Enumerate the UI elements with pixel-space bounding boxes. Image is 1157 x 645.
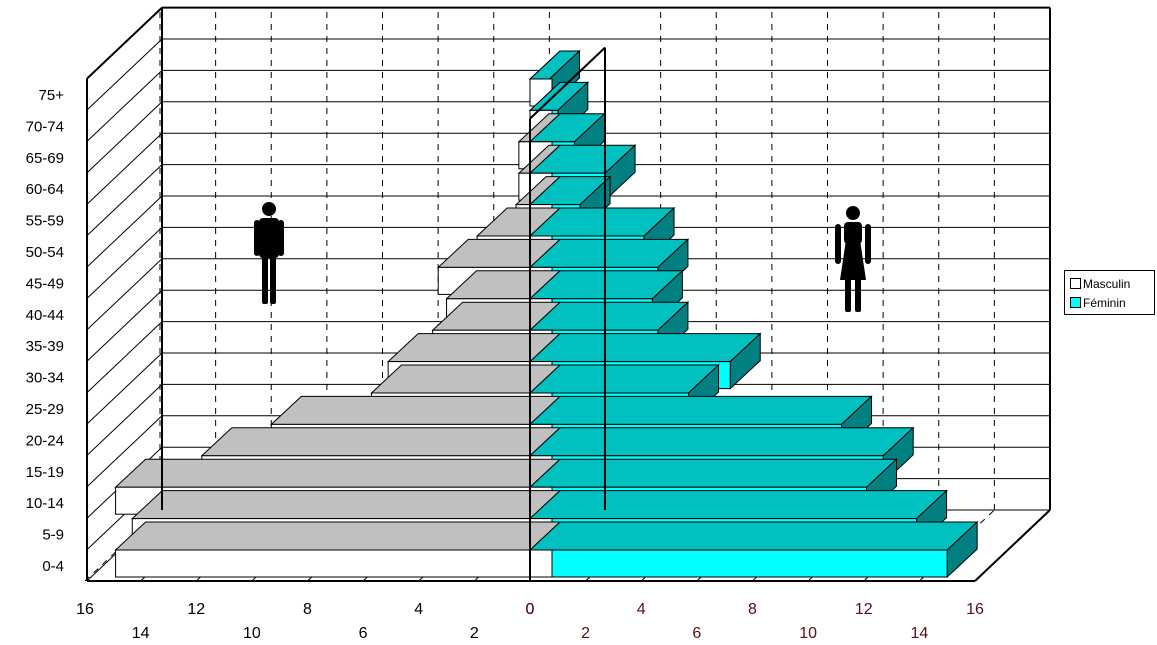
bar-male-top (114, 521, 562, 551)
category-label: 35-39 (26, 338, 64, 355)
gridline-side (86, 352, 163, 425)
gridline-side (86, 415, 163, 488)
bar-center-gap (529, 549, 553, 578)
x-tick-label: 0 (526, 601, 535, 618)
gridline-side (86, 227, 163, 299)
bar-female-top (528, 521, 979, 551)
bar-female-top (528, 427, 915, 457)
category-label: 70-74 (26, 118, 64, 135)
bar-male-top (131, 490, 562, 520)
frame-center-top (529, 46, 606, 120)
category-label: 10-14 (26, 495, 64, 512)
category-label: 15-19 (26, 464, 64, 481)
x-tick-label: 16 (966, 601, 984, 618)
bar-male-top (370, 364, 562, 394)
gridline-side (86, 101, 163, 174)
category-label: 55-59 (26, 213, 64, 230)
category-label: 25-29 (26, 401, 64, 418)
x-tick-label: 2 (581, 625, 590, 642)
gridline-side (86, 321, 163, 393)
category-label: 75+ (39, 87, 65, 104)
legend-swatch-male (1070, 278, 1081, 289)
gridline-side (86, 38, 163, 111)
category-label: 45-49 (26, 275, 64, 292)
frame-top-left (86, 6, 163, 80)
legend-label-male: Masculin (1083, 276, 1131, 291)
bar-female (529, 549, 948, 578)
chart-legend: Masculin Féminin (1064, 270, 1155, 315)
category-label: 5-9 (42, 527, 64, 544)
category-label: 50-54 (26, 244, 64, 261)
x-tick-label: 6 (692, 625, 701, 642)
x-tick-label: 8 (303, 601, 312, 618)
x-tick-label: 12 (187, 601, 205, 618)
female-figure-icon (835, 206, 871, 312)
x-tick-label: 10 (243, 625, 261, 642)
legend-swatch-female (1070, 297, 1081, 308)
category-label: 40-44 (26, 307, 64, 324)
category-label: 60-64 (26, 181, 64, 198)
x-tick-label: 14 (910, 625, 928, 642)
bar-male (115, 549, 531, 578)
gridline-side (86, 132, 163, 205)
x-tick-label: 16 (76, 601, 94, 618)
bar-male-top (270, 395, 562, 425)
frame-floor-right (974, 509, 1051, 582)
bar-female-top (528, 458, 898, 488)
gridline-side (86, 70, 163, 142)
bar-female-top (528, 395, 873, 425)
bar-male-top (200, 427, 562, 457)
bar-female-top (528, 490, 948, 520)
x-tick-label: 12 (855, 601, 873, 618)
legend-item-female: Féminin (1070, 293, 1154, 312)
x-tick-label: 2 (470, 625, 479, 642)
bar-female-top (528, 364, 720, 394)
category-label: 30-34 (26, 370, 64, 387)
x-tick-label: 4 (414, 601, 423, 618)
gridline-side (86, 384, 163, 456)
chart-frame (86, 6, 1051, 582)
category-label: 0-4 (42, 558, 64, 575)
axis-tick-labels: 16 12 8 4 014 10 6 20 4 8 12 162 6 10 14 (76, 601, 984, 642)
x-tick-label: 8 (748, 601, 757, 618)
legend-item-male: Masculin (1070, 274, 1154, 293)
gridline-side (86, 195, 163, 268)
legend-label-female: Féminin (1083, 295, 1126, 310)
bar-female-top (528, 333, 762, 363)
chart-bars (114, 49, 979, 579)
category-label: 65-69 (26, 150, 64, 167)
gridline-side (86, 164, 163, 236)
x-tick-label: 6 (359, 625, 368, 642)
x-tick-label: 4 (637, 601, 646, 618)
x-tick-label: 14 (132, 625, 150, 642)
male-figure-icon (254, 202, 284, 304)
x-tick-label: 0 (526, 601, 535, 618)
bar-male-top (114, 458, 562, 488)
category-label: 20-24 (26, 432, 64, 449)
category-labels: 0-4 5-9 10-14 15-19 20-24 25-29 30-34 35-39 40-4… (26, 87, 65, 575)
gridline-side (86, 289, 163, 362)
x-tick-label: 10 (799, 625, 817, 642)
gridline-side (86, 258, 163, 331)
